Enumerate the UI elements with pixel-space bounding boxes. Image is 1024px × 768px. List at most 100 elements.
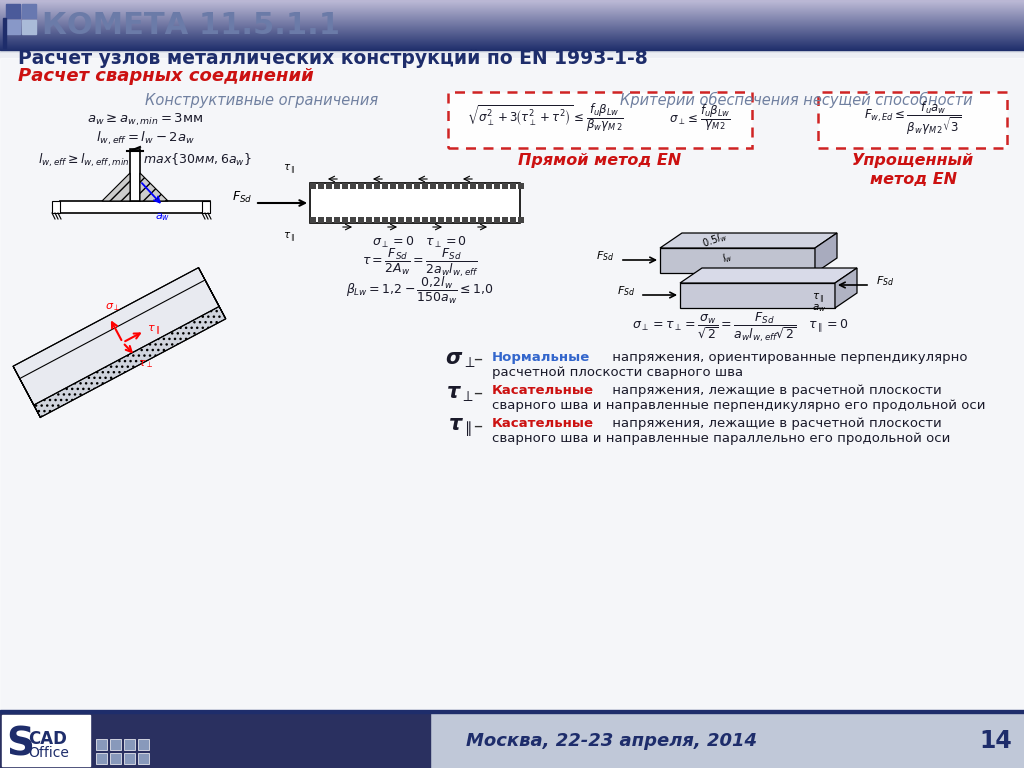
Text: $\tau_\parallel$: $\tau_\parallel$ [283, 163, 295, 177]
Bar [202, 201, 210, 213]
Bar [0, 36, 1024, 37]
Polygon shape [13, 267, 219, 405]
Bar [0, 713, 1024, 768]
Bar [0, 53, 1024, 713]
Bar [350, 183, 356, 189]
Text: $\tau_\parallel$: $\tau_\parallel$ [147, 324, 161, 338]
Text: –: – [473, 417, 482, 435]
Bar [446, 183, 452, 189]
Bar [0, 23, 1024, 24]
Bar [366, 183, 372, 189]
Bar [96, 739, 106, 750]
Bar [510, 217, 516, 223]
Bar [454, 217, 460, 223]
Text: $F_{w,Ed} \leq \dfrac{f_u a_w}{\beta_w\gamma_{M\,2}\sqrt{3}}$: $F_{w,Ed} \leq \dfrac{f_u a_w}{\beta_w\g… [863, 99, 962, 137]
Text: Конструктивные ограничения: Конструктивные ограничения [145, 92, 378, 108]
Bar [0, 24, 1024, 25]
Bar [486, 183, 492, 189]
Text: $a_w$: $a_w$ [812, 302, 826, 314]
Text: сварного шва и направленные перпендикулярно его продольной оси: сварного шва и направленные перпендикуля… [492, 399, 985, 412]
Bar [318, 183, 324, 189]
FancyBboxPatch shape [449, 92, 752, 148]
Bar [0, 25, 1024, 26]
Text: $\tau_\parallel$: $\tau_\parallel$ [812, 292, 824, 306]
Text: Упрощенный
метод EN: Упрощенный метод EN [852, 153, 974, 187]
Bar [0, 58, 1024, 713]
Bar [358, 217, 364, 223]
Bar [0, 713, 430, 768]
Bar [2, 715, 90, 766]
Bar [446, 217, 452, 223]
Bar [462, 217, 468, 223]
Bar [430, 217, 436, 223]
Bar [0, 45, 1024, 46]
Bar [0, 46, 1024, 47]
Bar [310, 183, 520, 223]
Text: $\sigma_\perp$: $\sigma_\perp$ [104, 301, 120, 313]
Bar [0, 31, 1024, 32]
Bar [22, 20, 36, 34]
Bar [0, 32, 1024, 33]
Bar [478, 183, 484, 189]
Bar [3, 18, 6, 48]
Bar [406, 217, 412, 223]
Bar [0, 28, 1024, 29]
Text: $\sigma_\perp = 0 \quad \tau_\perp = 0$: $\sigma_\perp = 0 \quad \tau_\perp = 0$ [373, 234, 468, 250]
Bar [318, 217, 324, 223]
Bar [0, 6, 1024, 7]
Bar [0, 26, 1024, 27]
Bar [518, 183, 524, 189]
Text: Office: Office [28, 746, 69, 760]
Bar [138, 753, 150, 764]
Bar [0, 39, 1024, 40]
Bar [406, 183, 412, 189]
Text: Касательные: Касательные [492, 384, 594, 397]
Text: $\boldsymbol{\tau}_\parallel$: $\boldsymbol{\tau}_\parallel$ [449, 417, 472, 439]
Bar [502, 183, 508, 189]
Bar [334, 217, 340, 223]
Text: $0.5l_w$: $0.5l_w$ [700, 229, 729, 251]
Bar [486, 217, 492, 223]
Bar [0, 34, 1024, 35]
Text: $\sqrt{\sigma_\perp^2+3\!\left(\tau_\perp^2+\tau^2\right)} \leq \dfrac{f_u\beta_: $\sqrt{\sigma_\perp^2+3\!\left(\tau_\per… [467, 101, 624, 134]
Bar [342, 183, 348, 189]
Text: $F_{Sd}$: $F_{Sd}$ [616, 284, 635, 298]
Bar [326, 217, 332, 223]
Bar [6, 20, 20, 34]
Bar [398, 183, 404, 189]
Text: $a_w \geq a_{w,min} = 3$мм: $a_w \geq a_{w,min} = 3$мм [87, 112, 203, 128]
Bar [0, 43, 1024, 44]
Bar [0, 5, 1024, 6]
Polygon shape [660, 248, 815, 273]
Bar [334, 183, 340, 189]
Polygon shape [660, 233, 837, 248]
Bar [326, 183, 332, 189]
Bar [0, 11, 1024, 12]
Bar [0, 38, 1024, 39]
Bar [0, 20, 1024, 21]
Text: $F_{Sd}$: $F_{Sd}$ [596, 249, 614, 263]
Bar [96, 753, 106, 764]
Bar [518, 217, 524, 223]
Bar [350, 217, 356, 223]
Bar [0, 22, 1024, 23]
Text: $\beta_{Lw} = 1{,}2 - \dfrac{0{,}2l_w}{150a_w} \leq 1{,}0$: $\beta_{Lw} = 1{,}2 - \dfrac{0{,}2l_w}{1… [346, 274, 494, 306]
Bar [390, 183, 396, 189]
Bar [0, 3, 1024, 4]
Text: CAD: CAD [28, 730, 67, 748]
Polygon shape [19, 280, 225, 418]
Text: $\sigma_\perp = \tau_\perp = \dfrac{\sigma_w}{\sqrt{2}} = \dfrac{F_{Sd}}{a_w l_{: $\sigma_\perp = \tau_\perp = \dfrac{\sig… [632, 311, 849, 345]
Bar [0, 19, 1024, 20]
Polygon shape [140, 173, 168, 201]
Text: S: S [6, 725, 34, 763]
Bar [414, 217, 420, 223]
Polygon shape [815, 233, 837, 273]
Bar [422, 183, 428, 189]
Text: $\tau_\perp$: $\tau_\perp$ [138, 359, 154, 370]
Bar [422, 217, 428, 223]
Polygon shape [102, 173, 130, 201]
Bar [398, 217, 404, 223]
Text: $\boldsymbol{\tau}_\perp$: $\boldsymbol{\tau}_\perp$ [446, 384, 474, 404]
Text: Критерии обеспечения несущей способности: Критерии обеспечения несущей способности [620, 92, 973, 108]
Bar [0, 12, 1024, 13]
